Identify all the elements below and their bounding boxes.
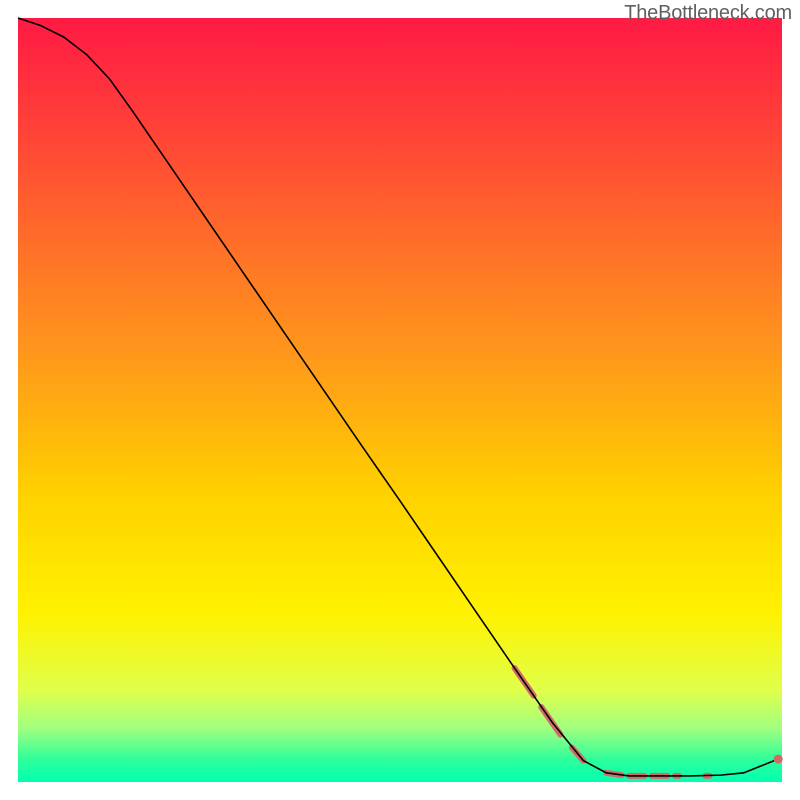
marker-point bbox=[774, 755, 783, 764]
bottleneck-curve-chart bbox=[0, 0, 800, 800]
watermark-text: TheBottleneck.com bbox=[624, 2, 792, 25]
chart-container: TheBottleneck.com bbox=[0, 0, 800, 800]
gradient-background bbox=[18, 18, 782, 782]
marker-points bbox=[774, 755, 783, 764]
